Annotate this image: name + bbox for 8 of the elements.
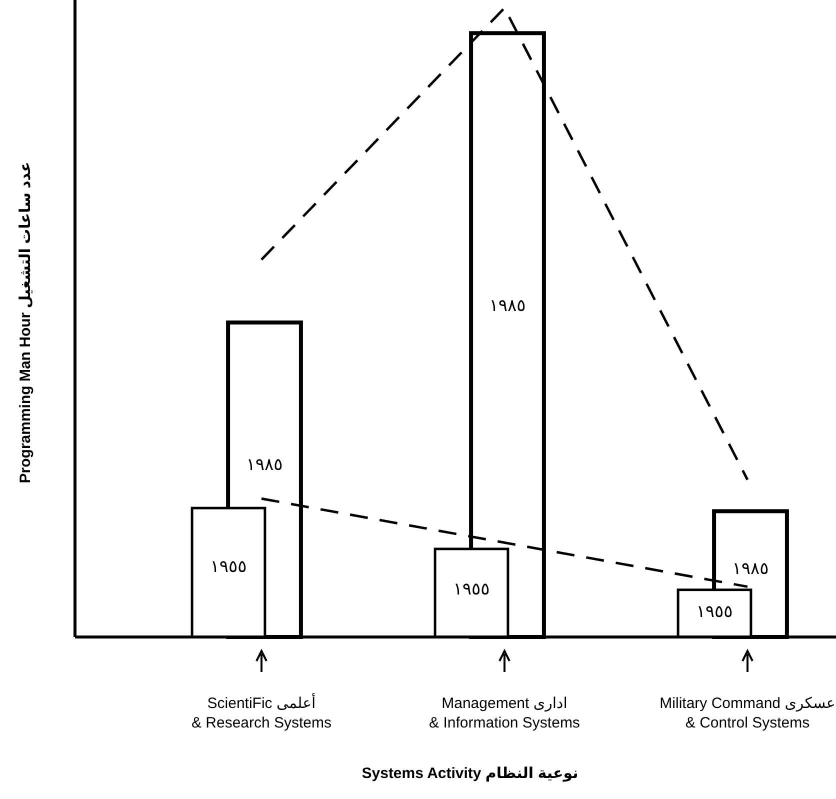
text: ١٩٨٥ <box>732 558 769 578</box>
y-axis-title: Programming Man Hour عدد ساعات التشغيل <box>17 162 34 484</box>
text: ١٩٨٥ <box>489 296 526 315</box>
text: ١٩٥٥ <box>453 580 490 599</box>
series-label: ١٩٨٥ <box>246 455 283 474</box>
series-label: ١٩٥٥ <box>696 602 733 622</box>
text: ١٩٥٥ <box>210 557 247 576</box>
x-axis-title: Systems Activity نوعية النظام <box>362 765 578 782</box>
